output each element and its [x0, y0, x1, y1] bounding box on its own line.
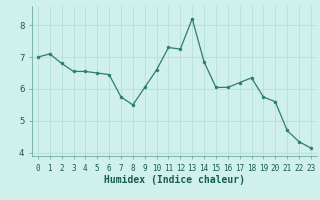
X-axis label: Humidex (Indice chaleur): Humidex (Indice chaleur): [104, 175, 245, 185]
